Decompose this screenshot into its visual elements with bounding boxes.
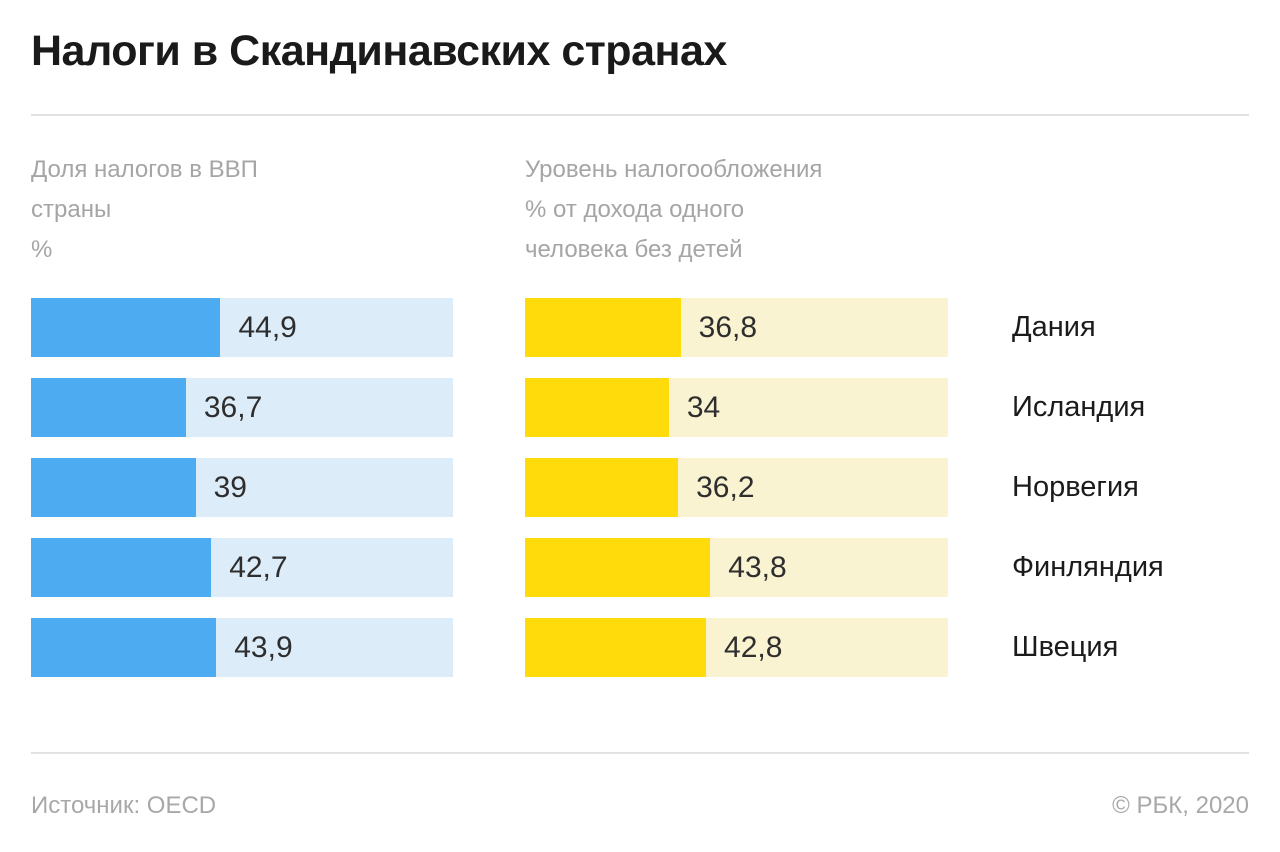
income-bar-value: 36,2: [696, 470, 755, 504]
bar-chart-rows: 44,9 36,8 Дания 36,7 34 Исландия 39 36,2 Норвеги…: [31, 298, 1249, 677]
income-bar-fill: [525, 538, 711, 597]
infographic: Налоги в Скандинавских странах Доля нало…: [31, 27, 1249, 820]
gdp-bar-track: 44,9: [31, 298, 453, 357]
subtitle-line: % от дохода одного: [525, 196, 745, 223]
gdp-bar-fill: [31, 458, 196, 517]
subtitle-line: Доля налогов в ВВП: [31, 156, 258, 183]
income-bar-fill: [525, 458, 679, 517]
gdp-bar-value: 36,7: [203, 390, 263, 424]
income-bar-value: 36,8: [698, 310, 758, 344]
country-label: Дания: [1012, 311, 1096, 343]
subtitle-line: Уровень налогообложения: [525, 156, 823, 183]
gdp-bar-value: 43,9: [234, 630, 293, 664]
column-subtitles: Доля налогов в ВВП страны % Уровень нало…: [31, 150, 1249, 270]
income-bar-track: 34: [525, 378, 948, 437]
country-label: Исландия: [1012, 391, 1146, 423]
gdp-bar-value: 42,7: [229, 550, 288, 584]
gdp-bar-fill: [31, 298, 221, 357]
chart-row: 36,7 34 Исландия: [31, 378, 1249, 437]
page-title: Налоги в Скандинавских странах: [31, 27, 727, 75]
copyright-label: © РБК, 2020: [1112, 792, 1249, 819]
income-bar-value: 34: [686, 390, 721, 424]
gdp-column-subtitle: Доля налогов в ВВП страны %: [31, 150, 525, 270]
income-bar-fill: [525, 378, 669, 437]
country-label: Финляндия: [1012, 551, 1164, 583]
country-label: Норвегия: [1012, 471, 1139, 503]
gdp-bar-value: 39: [213, 470, 247, 504]
country-label: Швеция: [1012, 631, 1119, 663]
income-bar-track: 36,2: [525, 458, 948, 517]
footer: Источник: OECD © РБК, 2020: [31, 792, 1249, 820]
gdp-bar-value: 44,9: [238, 310, 297, 344]
gdp-bar-track: 36,7: [31, 378, 453, 437]
gdp-bar-track: 39: [31, 458, 453, 517]
gdp-bar-fill: [31, 618, 217, 677]
income-bar-track: 43,8: [525, 538, 948, 597]
top-divider: [31, 114, 1249, 116]
income-bar-fill: [525, 618, 707, 677]
bottom-divider: [31, 752, 1249, 754]
chart-row: 44,9 36,8 Дания: [31, 298, 1249, 357]
gdp-bar-track: 43,9: [31, 618, 453, 677]
source-label: Источник: OECD: [31, 792, 217, 819]
chart-row: 43,9 42,8 Швеция: [31, 618, 1249, 677]
subtitle-line: страны: [31, 196, 112, 223]
income-bar-value: 42,8: [724, 630, 783, 664]
subtitle-line: %: [31, 236, 53, 263]
gdp-bar-fill: [31, 378, 186, 437]
chart-row: 39 36,2 Норвегия: [31, 458, 1249, 517]
income-bar-track: 36,8: [525, 298, 948, 357]
gdp-bar-track: 42,7: [31, 538, 453, 597]
income-tax-column-subtitle: Уровень налогообложения % от дохода одно…: [525, 150, 822, 270]
subtitle-line: человека без детей: [525, 236, 743, 263]
chart-row: 42,7 43,8 Финляндия: [31, 538, 1249, 597]
gdp-bar-fill: [31, 538, 212, 597]
income-bar-track: 42,8: [525, 618, 948, 677]
income-bar-fill: [525, 298, 681, 357]
income-bar-value: 43,8: [728, 550, 787, 584]
